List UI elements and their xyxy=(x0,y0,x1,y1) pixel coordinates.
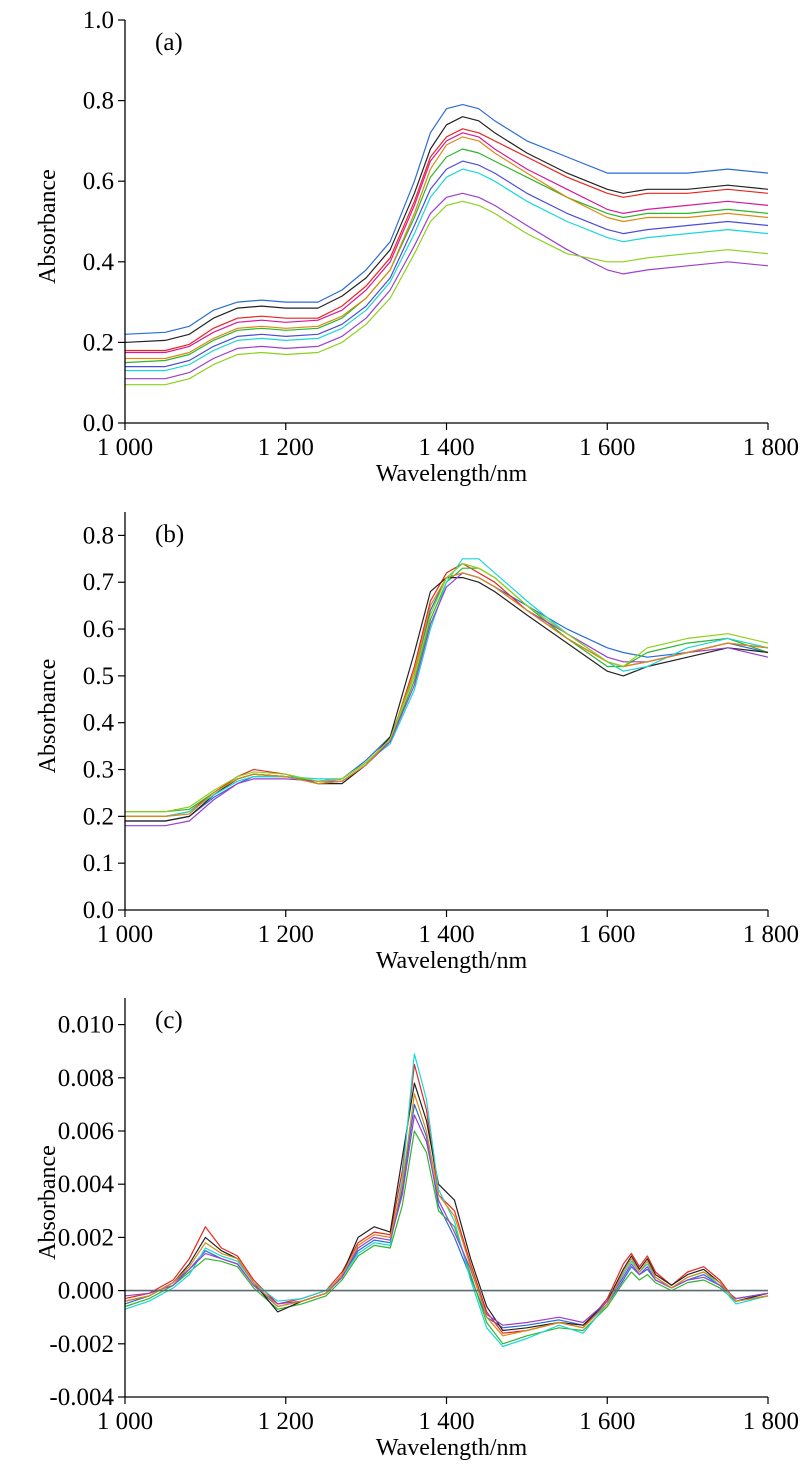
y-tick-label: 0.1 xyxy=(83,850,114,877)
y-tick-label: -0.004 xyxy=(49,1384,114,1411)
y-tick-label: 0.2 xyxy=(83,329,114,356)
series-line-2 xyxy=(124,1063,769,1334)
series-line-6 xyxy=(125,192,769,380)
y-tick-label: 0.002 xyxy=(58,1224,114,1251)
y-tick-label: 0.2 xyxy=(83,803,114,830)
y-tick-label: 1.0 xyxy=(83,7,114,34)
series-line-5 xyxy=(124,1053,769,1348)
y-tick-label: 0.7 xyxy=(83,569,114,596)
series-line-7 xyxy=(125,136,769,360)
x-tick-label: 1 000 xyxy=(97,921,153,948)
y-tick-label: -0.002 xyxy=(49,1331,114,1358)
series-line-5 xyxy=(125,168,769,372)
series-line-3 xyxy=(125,567,769,813)
x-axis-title: Wavelength/nm xyxy=(376,948,528,974)
y-tick-label: 0.4 xyxy=(83,249,115,276)
x-tick-label: 1 400 xyxy=(418,921,474,948)
series-line-9 xyxy=(125,132,769,354)
series-line-5 xyxy=(125,558,769,817)
x-tick-label: 1 400 xyxy=(418,434,474,461)
chart-panel-3: 1 000 1 200 1 400 1 600 1 800 -0.004 -0.002 0.0… xyxy=(35,998,799,1461)
x-tick-label: 1 800 xyxy=(743,1408,799,1435)
y-tick-label: 0.0 xyxy=(83,897,114,924)
series-line-1 xyxy=(124,104,769,335)
y-tick-label: 0.008 xyxy=(58,1065,114,1092)
y-tick-label: 0.8 xyxy=(83,88,114,115)
x-tick-label: 1 600 xyxy=(579,1408,635,1435)
y-tick-label: 0.8 xyxy=(83,522,114,549)
chart-panel-1: 1 000 1 200 1 400 1 600 1 800 0.0 0.2 0.4 0.6 0.8… xyxy=(35,7,799,487)
y-tick-label: 0.6 xyxy=(83,616,114,643)
y-axis-title: Absorbance xyxy=(35,1145,61,1260)
y-axis-title: Absorbance xyxy=(35,169,61,284)
x-tick-label: 1 600 xyxy=(579,921,635,948)
series-line-2 xyxy=(125,562,769,817)
x-tick-label: 1 000 xyxy=(97,434,153,461)
y-tick-label: 0.6 xyxy=(83,168,114,195)
panel-label: (b) xyxy=(155,521,184,548)
series-line-7 xyxy=(124,1093,769,1337)
series-line-6 xyxy=(125,572,769,827)
chart-panel-2: 1 000 1 200 1 400 1 600 1 800 0.0 0.1 0.2 0.3 0.4… xyxy=(35,512,799,974)
x-tick-label: 1 800 xyxy=(743,921,799,948)
x-tick-label: 1 400 xyxy=(418,1408,474,1435)
y-tick-label: 0.000 xyxy=(58,1278,114,1305)
y-tick-label: 0.4 xyxy=(83,710,115,737)
series-line-2 xyxy=(125,128,769,352)
series-line-3 xyxy=(124,1130,769,1345)
panel-label: (a) xyxy=(155,29,183,56)
x-tick-label: 1 200 xyxy=(258,921,314,948)
y-tick-label: 0.010 xyxy=(58,1012,114,1039)
x-tick-label: 1 000 xyxy=(97,1408,153,1435)
series-line-7 xyxy=(125,572,769,817)
y-tick-label: 0.006 xyxy=(58,1118,114,1145)
x-axis-title: Wavelength/nm xyxy=(376,461,528,487)
series-line-3 xyxy=(124,148,769,364)
y-tick-label: 0.0 xyxy=(83,410,114,437)
x-tick-label: 1 200 xyxy=(258,1408,314,1435)
x-tick-label: 1 200 xyxy=(258,434,314,461)
series-line-8 xyxy=(125,562,769,813)
series-line-4 xyxy=(125,577,769,822)
series-line-10 xyxy=(125,160,769,368)
series-line-8 xyxy=(125,200,769,386)
y-tick-label: 0.004 xyxy=(58,1171,115,1198)
series-line-6 xyxy=(124,1114,769,1326)
x-tick-label: 1 600 xyxy=(579,434,635,461)
y-tick-label: 0.3 xyxy=(83,757,114,784)
x-axis-title: Wavelength/nm xyxy=(376,1435,528,1461)
x-tick-label: 1 800 xyxy=(743,434,799,461)
y-axis-title: Absorbance xyxy=(35,659,61,774)
series-line-1 xyxy=(125,572,769,822)
panel-label: (c) xyxy=(155,1007,183,1034)
series-line-4 xyxy=(124,1082,769,1332)
series-line-4 xyxy=(124,116,769,343)
y-tick-label: 0.5 xyxy=(83,663,114,690)
